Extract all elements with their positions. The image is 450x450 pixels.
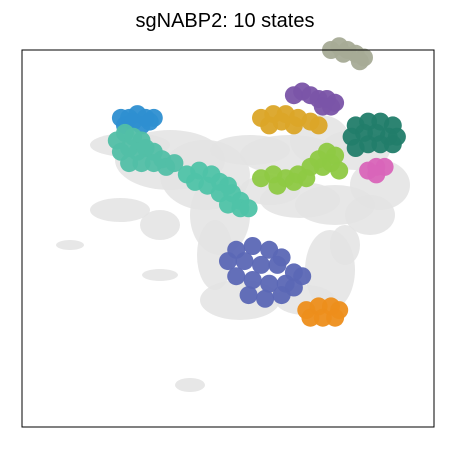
plot-frame bbox=[21, 49, 435, 428]
state-5-point bbox=[313, 308, 332, 327]
state-6-point bbox=[309, 116, 328, 135]
state-2-point bbox=[165, 154, 184, 173]
background-cell-blob bbox=[140, 210, 180, 240]
state-11-point bbox=[367, 165, 386, 184]
state-4-point bbox=[239, 286, 258, 305]
state-1-point bbox=[140, 112, 159, 131]
state-4-point bbox=[256, 289, 275, 308]
state-10-point bbox=[359, 135, 378, 154]
state-8-cluster bbox=[284, 82, 345, 116]
state-3-point bbox=[239, 199, 258, 218]
state-4-cluster bbox=[219, 237, 312, 308]
state-4-point bbox=[243, 237, 262, 255]
state-4-point bbox=[268, 255, 287, 274]
state-4-point bbox=[252, 255, 270, 274]
background-cell-blob bbox=[200, 280, 280, 320]
state-7-point bbox=[268, 176, 287, 195]
state-10-cluster bbox=[342, 112, 406, 157]
state-5-point bbox=[301, 308, 320, 327]
state-4-point bbox=[219, 252, 237, 271]
state-4-point bbox=[284, 278, 303, 297]
state-10-point bbox=[383, 135, 402, 154]
background-cell-blob bbox=[142, 269, 178, 281]
background-cell-blob bbox=[330, 225, 360, 265]
state-points-layer bbox=[107, 37, 406, 327]
background-cell-blob bbox=[90, 198, 150, 222]
state-2-point bbox=[120, 154, 139, 173]
state-7-cluster bbox=[252, 142, 349, 195]
background-cell-blob bbox=[56, 240, 84, 250]
state-5-cluster bbox=[297, 297, 349, 327]
state-4-point bbox=[243, 271, 262, 289]
state-6-cluster bbox=[252, 105, 328, 135]
state-4-point bbox=[235, 252, 254, 271]
background-cell-blob bbox=[175, 378, 205, 392]
state-9-cluster bbox=[322, 37, 373, 71]
state-9-point bbox=[334, 44, 353, 63]
chart-title: sgNABP2: 10 states bbox=[135, 10, 315, 32]
state-3-cluster bbox=[177, 161, 258, 218]
state-4-point bbox=[260, 274, 279, 293]
state-6-point bbox=[284, 116, 303, 135]
state-4-point bbox=[227, 267, 246, 286]
state-2-point bbox=[132, 154, 151, 173]
state-7-point bbox=[330, 161, 349, 180]
background-cell-blob bbox=[197, 220, 233, 290]
state-8-point bbox=[322, 97, 340, 116]
state-11-cluster bbox=[359, 157, 394, 184]
state-5-point bbox=[326, 308, 345, 327]
state-9-point bbox=[350, 52, 369, 71]
state-2-cluster bbox=[107, 123, 184, 176]
state-7-point bbox=[297, 169, 316, 188]
state-10-point bbox=[371, 135, 390, 154]
